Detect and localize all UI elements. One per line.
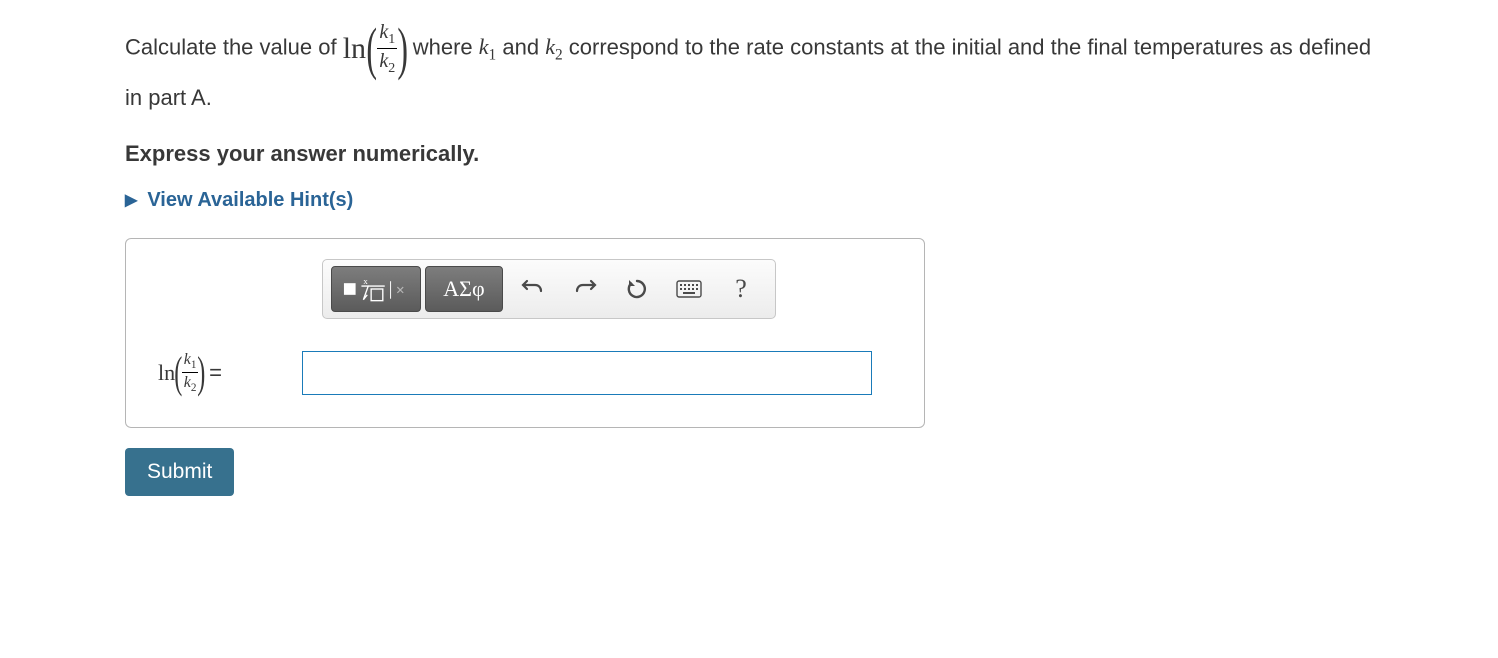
right-paren-sm: ) (198, 362, 206, 384)
fraction-numerator: k1 (377, 21, 397, 48)
equals-sign: = (209, 360, 222, 386)
undo-button[interactable] (507, 266, 559, 312)
keyboard-button[interactable] (663, 266, 715, 312)
fraction-sm: k1 k2 (182, 351, 199, 395)
ln-expression: ln ( k1 k2 ) (343, 20, 407, 77)
answer-input[interactable] (302, 351, 872, 395)
greek-letters-button[interactable]: ΑΣφ (425, 266, 503, 312)
k2-var: k2 (545, 34, 562, 59)
toolbar-row: x ΑΣφ (142, 259, 908, 319)
help-button[interactable]: ? (715, 266, 767, 312)
svg-text:x: x (363, 276, 368, 286)
left-paren-sm: ( (174, 362, 182, 384)
equation-toolbar: x ΑΣφ (322, 259, 776, 319)
question-text: Calculate the value of ln ( k1 k2 ) wher… (125, 20, 1373, 119)
submit-button[interactable]: Submit (125, 448, 234, 496)
frac-num-sm: k1 (182, 351, 199, 373)
fraction: k1 k2 (377, 21, 397, 77)
left-paren: ( (366, 34, 377, 63)
question-pre: Calculate the value of (125, 34, 343, 59)
question-and: and (502, 34, 545, 59)
ln-symbol: ln (343, 20, 366, 77)
redo-icon (573, 277, 597, 301)
redo-button[interactable] (559, 266, 611, 312)
ln-expression-label: ln ( k1 k2 ) (158, 351, 203, 395)
ln-symbol-sm: ln (158, 360, 175, 386)
math-template-icon: x (342, 275, 410, 303)
reset-button[interactable] (611, 266, 663, 312)
instruction-text: Express your answer numerically. (125, 141, 1373, 167)
right-paren: ) (398, 34, 409, 63)
k1-var: k1 (479, 34, 496, 59)
view-hints-toggle[interactable]: ▶ View Available Hint(s) (125, 189, 1373, 212)
answer-row: ln ( k1 k2 ) = (142, 351, 908, 395)
hints-label: View Available Hint(s) (147, 189, 353, 212)
submit-label: Submit (147, 460, 212, 483)
keyboard-icon (676, 280, 702, 298)
reset-icon (625, 277, 649, 301)
undo-icon (521, 277, 545, 301)
math-templates-button[interactable]: x (331, 266, 421, 312)
answer-box: x ΑΣφ (125, 238, 925, 428)
triangle-right-icon: ▶ (125, 190, 137, 210)
greek-label: ΑΣφ (443, 276, 484, 302)
help-icon: ? (735, 274, 747, 304)
answer-label: ln ( k1 k2 ) = (142, 351, 302, 395)
fraction-denominator: k2 (377, 48, 397, 76)
frac-den-sm: k2 (182, 372, 199, 395)
question-after-ln: where (413, 34, 479, 59)
